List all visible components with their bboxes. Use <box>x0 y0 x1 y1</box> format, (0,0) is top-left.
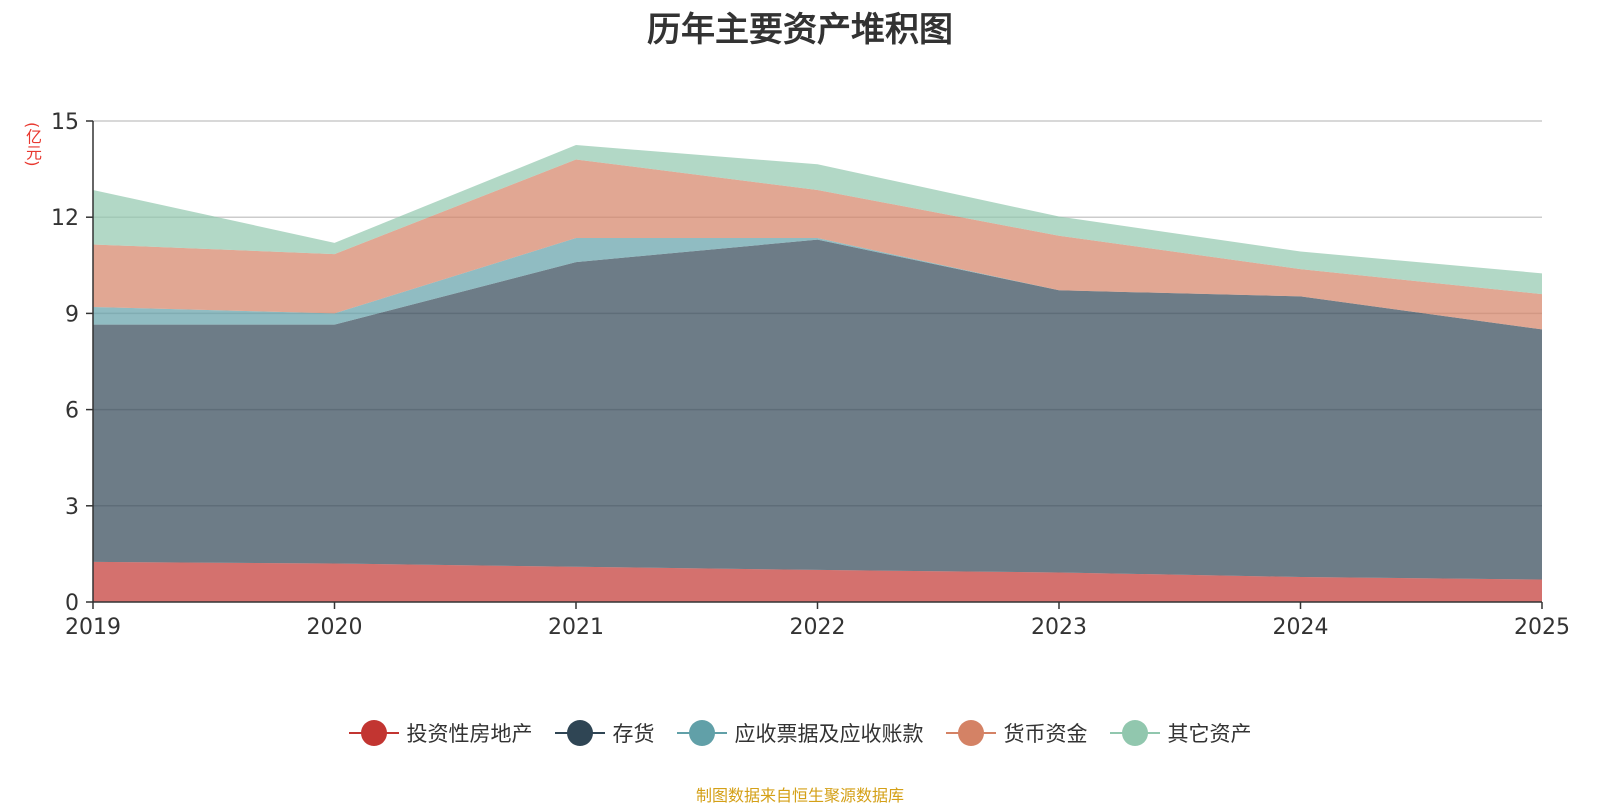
data-source-note: 制图数据来自恒生聚源数据库 <box>695 786 904 805</box>
y-tick-label-1: 3 <box>65 495 79 520</box>
legend-marker-icon <box>554 720 605 746</box>
area-series-2 <box>93 238 1542 330</box>
y-tick-label-4: 12 <box>51 206 79 231</box>
y-tick-label-0: 0 <box>65 591 79 616</box>
y-tick-label-3: 9 <box>65 302 79 327</box>
legend-item-2[interactable]: 应收票据及应收账款 <box>676 718 924 748</box>
legend-marker-icon <box>348 720 399 746</box>
x-tick-label-3: 2022 <box>790 615 846 640</box>
legend-label: 其它资产 <box>1167 722 1252 746</box>
legend-label: 投资性房地产 <box>406 722 533 746</box>
area-series-4 <box>93 145 1542 295</box>
y-tick-label-5: 15 <box>51 110 79 135</box>
legend-item-3[interactable]: 货币资金 <box>945 718 1088 748</box>
legend-marker-icon <box>676 720 727 746</box>
x-tick-label-6: 2025 <box>1514 615 1570 640</box>
legend-label: 货币资金 <box>1003 722 1088 746</box>
x-tick-label-2: 2021 <box>548 615 604 640</box>
x-tick-label-5: 2024 <box>1273 615 1329 640</box>
x-tick-label-1: 2020 <box>307 615 363 640</box>
legend: 投资性房地产 存货 应收票据及应收账款 货币资金 其它资产 <box>0 718 1600 748</box>
area-series-0 <box>93 561 1542 602</box>
x-tick-label-4: 2023 <box>1031 615 1087 640</box>
y-tick-label-2: 6 <box>65 399 79 424</box>
y-axis-unit-label: (亿元) <box>23 122 42 167</box>
area-series-1 <box>93 239 1542 580</box>
area-series <box>93 145 1542 602</box>
legend-item-4[interactable]: 其它资产 <box>1109 718 1252 748</box>
legend-marker-icon <box>945 720 996 746</box>
legend-label: 应收票据及应收账款 <box>734 722 924 746</box>
legend-marker-icon <box>1109 720 1160 746</box>
x-tick-label-0: 2019 <box>65 615 121 640</box>
axes: 0 3 6 9 12 15 2019 2020 2021 2022 2023 2024 2025 <box>51 110 1570 640</box>
legend-item-1[interactable]: 存货 <box>554 718 655 748</box>
legend-label: 存货 <box>612 722 655 746</box>
area-series-3 <box>93 159 1542 330</box>
legend-item-0[interactable]: 投资性房地产 <box>348 718 533 748</box>
chart-title: 历年主要资产堆积图 <box>647 10 953 50</box>
